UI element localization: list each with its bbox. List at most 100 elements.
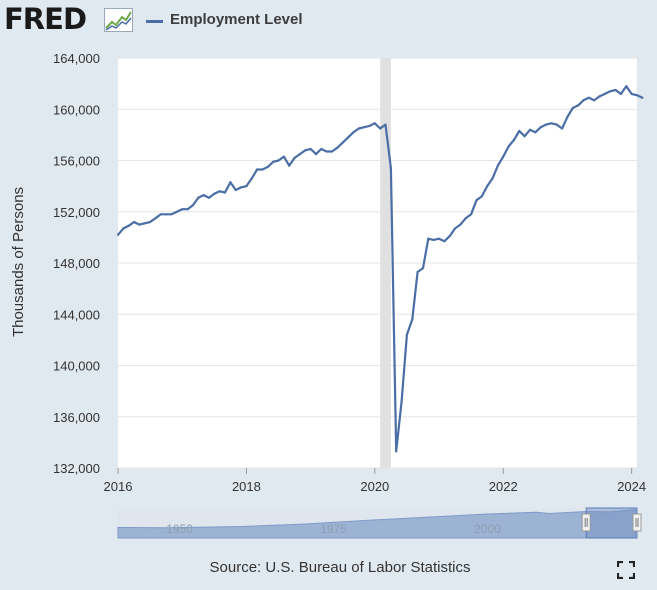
data-point[interactable] [459,223,462,226]
data-point[interactable] [127,224,130,227]
data-point[interactable] [582,99,585,102]
data-point[interactable] [427,237,430,240]
data-point[interactable] [363,126,366,129]
data-point[interactable] [133,220,136,224]
data-point[interactable] [454,227,457,230]
data-point[interactable] [368,124,371,127]
data-point[interactable] [175,210,178,213]
data-point[interactable] [507,145,510,148]
data-point[interactable] [229,181,232,184]
data-point[interactable] [464,217,467,220]
data-point[interactable] [282,155,285,158]
data-point[interactable] [598,95,601,98]
data-point[interactable] [534,131,537,134]
data-point[interactable] [272,160,275,163]
data-point[interactable] [245,185,248,188]
data-point[interactable] [555,123,558,126]
data-point[interactable] [181,208,184,211]
data-point[interactable] [486,185,489,188]
data-point[interactable] [165,213,168,216]
data-point[interactable] [352,131,355,134]
data-point[interactable] [389,167,392,170]
data-point[interactable] [266,165,269,168]
data-point[interactable] [347,136,350,139]
data-point[interactable] [502,155,505,158]
data-point[interactable] [298,153,301,156]
data-point[interactable] [314,153,318,156]
data-point[interactable] [379,127,382,130]
data-point[interactable] [277,159,280,162]
data-point[interactable] [475,199,478,202]
data-point[interactable] [122,227,125,230]
data-point[interactable] [309,147,312,151]
range-navigator[interactable]: 1950 1975 2000 [117,507,642,539]
data-point[interactable] [357,127,360,130]
data-point[interactable] [550,122,553,125]
data-point[interactable] [609,90,612,93]
data-point[interactable] [218,190,221,193]
fullscreen-icon[interactable] [617,561,635,579]
data-point[interactable] [593,99,596,102]
data-point[interactable] [186,208,189,211]
data-point[interactable] [544,123,548,126]
data-point[interactable] [330,150,334,153]
data-point[interactable] [432,238,435,241]
data-point[interactable] [619,92,623,95]
data-point[interactable] [325,150,328,153]
data-point[interactable] [341,141,344,144]
data-point[interactable] [625,85,628,88]
data-point[interactable] [384,123,387,126]
data-point[interactable] [587,96,590,99]
data-point[interactable] [304,149,307,152]
data-point[interactable] [149,220,152,224]
data-point[interactable] [512,138,516,142]
fred-logo[interactable]: FRED [4,2,87,36]
data-point[interactable] [159,213,162,216]
data-point[interactable] [518,129,521,133]
data-point[interactable] [443,240,446,243]
data-point[interactable] [491,177,494,180]
data-point[interactable] [197,196,200,199]
data-point[interactable] [523,135,526,138]
navigator-window[interactable] [585,507,638,539]
data-point[interactable] [411,318,414,321]
data-point[interactable] [480,195,483,198]
data-point[interactable] [320,147,323,151]
data-point[interactable] [223,191,227,194]
data-point[interactable] [421,267,425,270]
data-point[interactable] [240,186,243,189]
data-point[interactable] [261,168,264,171]
data-point[interactable] [566,115,569,118]
data-point[interactable] [154,217,157,220]
data-point[interactable] [571,106,574,110]
navigator-handle-right[interactable] [632,513,642,532]
data-point[interactable] [630,92,633,95]
data-point[interactable] [603,92,607,95]
data-point[interactable] [577,104,580,107]
data-point[interactable] [293,156,296,159]
data-point[interactable] [635,94,639,97]
data-point[interactable] [641,96,644,99]
data-point[interactable] [470,213,473,216]
data-point[interactable] [234,188,237,192]
data-point[interactable] [256,168,259,171]
data-point[interactable] [170,213,173,216]
data-point[interactable] [213,192,216,195]
data-point[interactable] [250,177,253,180]
data-point[interactable] [539,126,542,129]
data-point[interactable] [400,400,403,403]
data-point[interactable] [448,235,451,238]
data-point[interactable] [288,164,291,167]
data-point[interactable] [405,333,408,336]
data-point[interactable] [143,222,146,225]
data-point[interactable] [614,88,617,92]
data-point[interactable] [528,128,532,131]
navigator-handle-left[interactable] [581,513,591,532]
data-point[interactable] [395,450,398,453]
data-point[interactable] [561,127,564,130]
data-point[interactable] [202,194,205,197]
data-point[interactable] [138,223,141,226]
data-point[interactable] [437,237,441,240]
data-point[interactable] [496,164,499,167]
data-point[interactable] [207,196,211,199]
